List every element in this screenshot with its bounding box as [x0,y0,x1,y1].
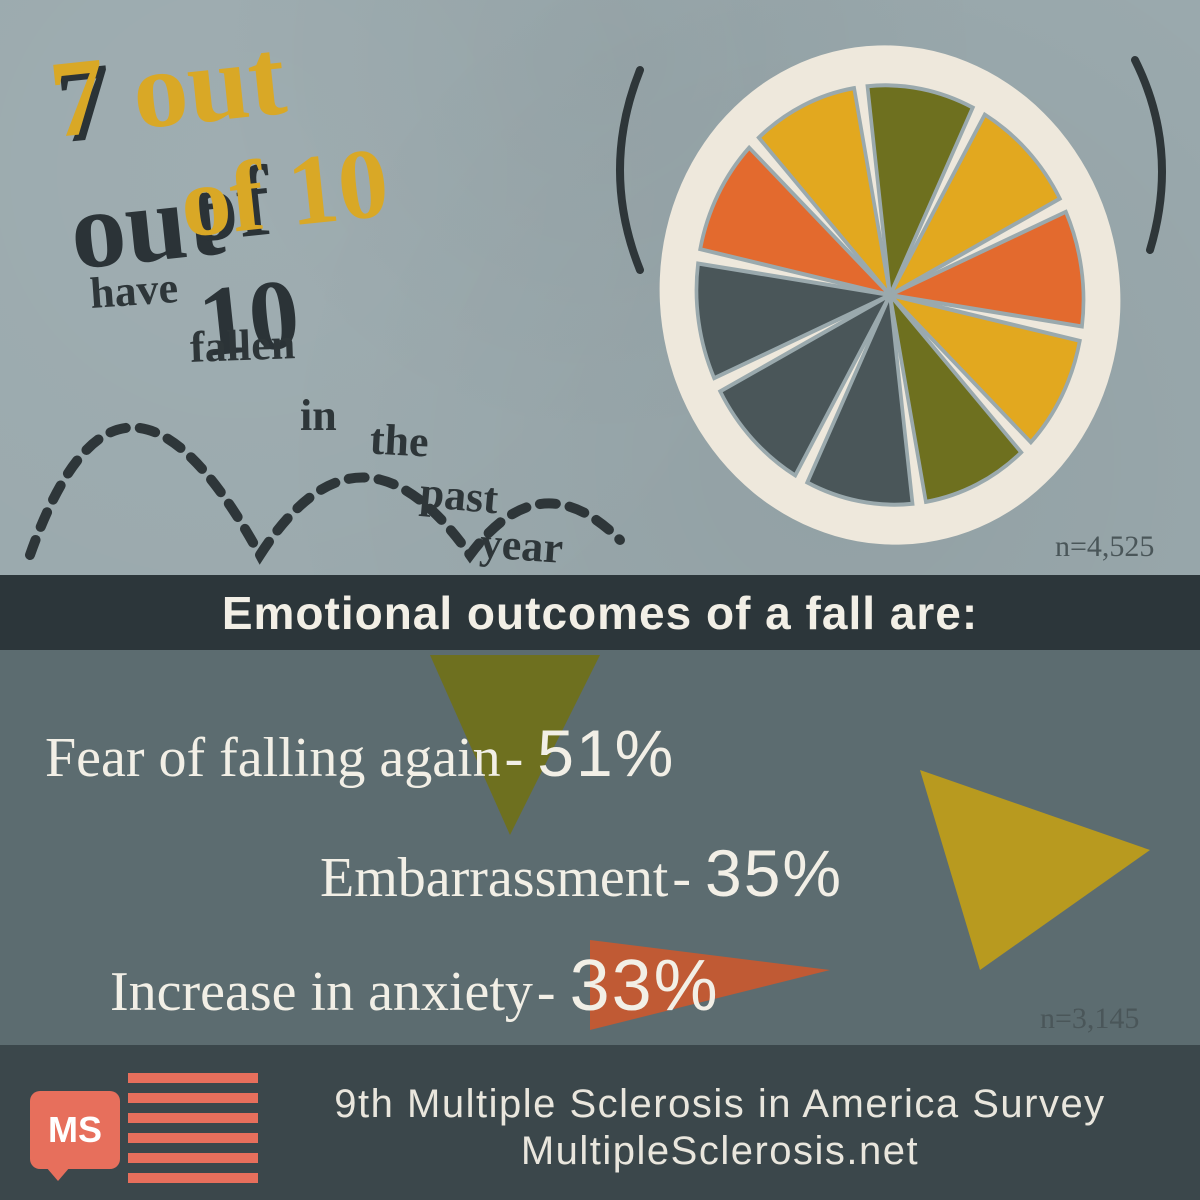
top-svg [0,0,1200,575]
stat-anx-dash: - [537,961,570,1023]
stats-section: Fear of falling again - 51% Embarrassmen… [0,650,1200,1045]
footer-lines: 9th Multiple Sclerosis in America Survey… [280,1080,1160,1176]
heading-text: Emotional outcomes of a fall are: [222,586,978,640]
logo-stripe [128,1073,258,1083]
logo-stripe [128,1093,258,1103]
footer-line2: MultipleSclerosis.net [280,1129,1160,1174]
footer: MS 9th Multiple Sclerosis in America Sur… [0,1045,1200,1200]
stat-anx-label: Increase in anxiety [110,961,533,1023]
bounce-path [30,428,620,556]
stat-fear-dash: - [505,727,538,789]
stat-fear-label: Fear of falling again [45,727,501,789]
footer-line1: 9th Multiple Sclerosis in America Survey [280,1082,1160,1127]
stat-anx-pct: 33% [570,946,720,1026]
heading-bar: Emotional outcomes of a fall are: [0,575,1200,650]
stat-embar-label: Embarrassment [320,847,668,909]
stat-fear-pct: 51% [537,716,675,790]
logo-stripe [128,1153,258,1163]
motion-line-right [1135,60,1162,250]
top-sample-n: n=4,525 [1055,530,1154,564]
logo-stripe [128,1133,258,1143]
stat-anx: Increase in anxiety - 33% [110,945,720,1027]
stat-embar-pct: 35% [705,836,843,910]
top-section: 7 out 7 out of 10 of 10 havefalleninthep… [0,0,1200,575]
logo-stripes [128,1073,258,1193]
logo-badge: MS [30,1091,120,1169]
logo: MS [30,1073,250,1183]
wheel [627,15,1152,574]
logo-stripe [128,1113,258,1123]
stat-embar: Embarrassment - 35% [320,835,843,911]
mid-sample-n: n=3,145 [1040,1002,1139,1036]
stat-fear: Fear of falling again - 51% [45,715,675,791]
triangle-embar [920,770,1150,970]
motion-line-left [620,70,640,270]
stat-embar-dash: - [672,847,705,909]
logo-stripe [128,1173,258,1183]
